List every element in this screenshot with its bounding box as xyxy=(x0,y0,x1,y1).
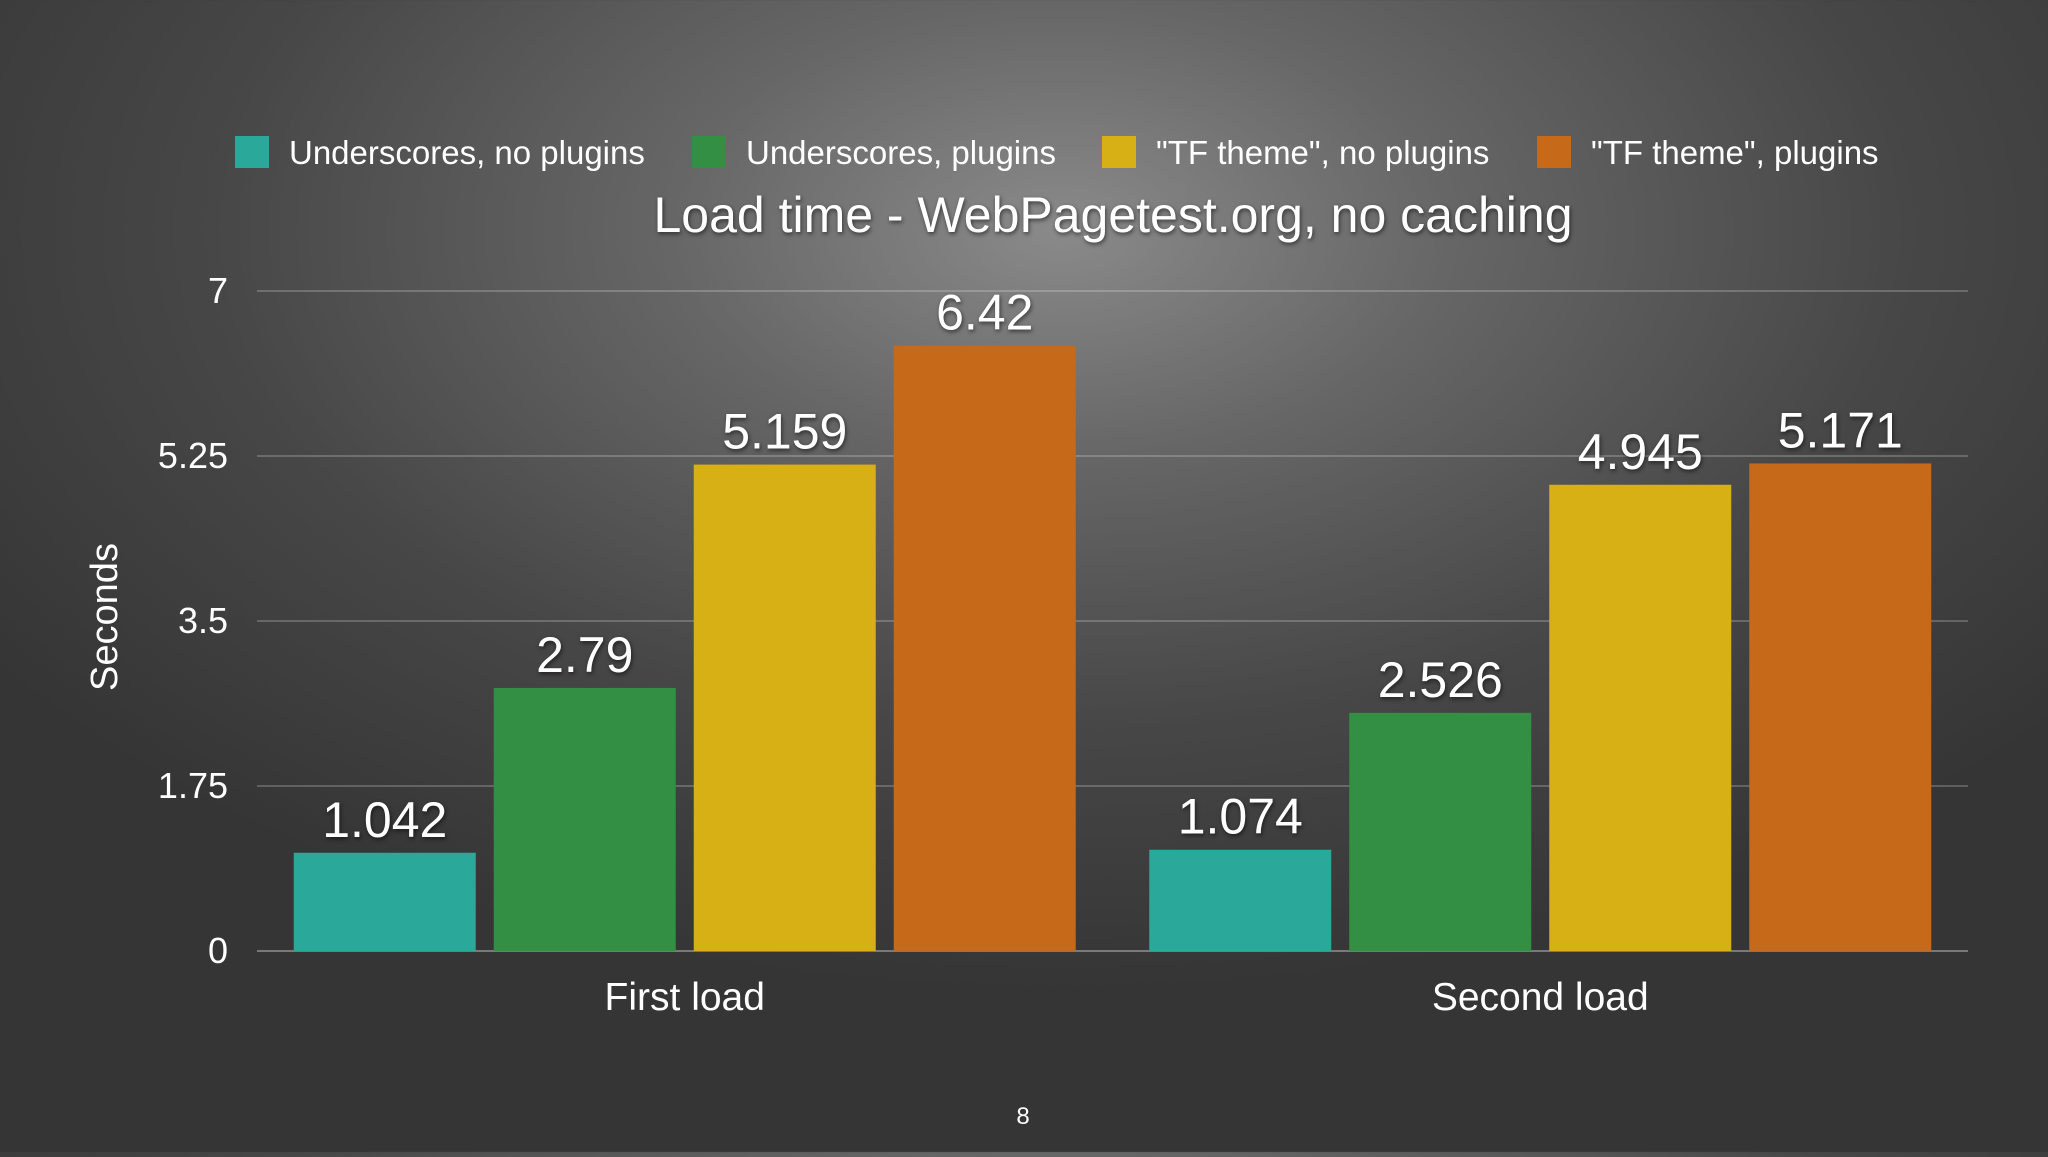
bar xyxy=(893,345,1076,952)
y-tick-label: 7 xyxy=(208,270,228,311)
data-label: 5.171 xyxy=(1778,402,1903,458)
bar xyxy=(1149,849,1332,951)
y-tick-label: 0 xyxy=(208,930,228,971)
data-label: 4.945 xyxy=(1578,424,1703,480)
x-category-label: First load xyxy=(605,976,765,1019)
y-tick-label: 1.75 xyxy=(158,765,228,806)
data-label: 1.074 xyxy=(1178,789,1303,845)
x-axis-categories: First load Second load xyxy=(605,976,1649,1019)
bar xyxy=(693,464,876,951)
y-tick-label: 5.25 xyxy=(158,435,228,476)
legend-entry: Underscores, plugins xyxy=(746,134,1056,171)
page-number: 8 xyxy=(1016,1103,1029,1130)
bar xyxy=(493,687,676,951)
legend-entry: "TF theme", plugins xyxy=(1591,134,1879,171)
legend-entry: Underscores, no plugins xyxy=(289,134,645,171)
bar xyxy=(1749,463,1932,951)
chart-title: Load time - WebPagetest.org, no caching xyxy=(653,187,1572,243)
bars xyxy=(293,345,1932,952)
legend: Underscores, no plugins Underscores, plug… xyxy=(235,134,1879,171)
y-axis-label: Seconds xyxy=(84,543,126,691)
data-label: 2.526 xyxy=(1378,652,1503,708)
data-labels: 1.042 2.79 5.159 6.42 1.074 2.526 4.945 5.171 xyxy=(322,285,1903,848)
legend-swatch xyxy=(235,136,269,168)
bar xyxy=(1549,484,1732,951)
legend-entry: "TF theme", no plugins xyxy=(1156,134,1489,171)
data-label: 6.42 xyxy=(936,285,1033,341)
y-axis-ticks: 0 1.75 3.5 5.25 7 xyxy=(158,270,228,971)
data-label: 1.042 xyxy=(322,792,447,848)
data-label: 5.159 xyxy=(722,404,847,460)
bar xyxy=(293,852,476,951)
legend-swatch xyxy=(1102,136,1136,168)
legend-swatch xyxy=(1537,136,1571,168)
x-category-label: Second load xyxy=(1432,976,1649,1019)
bar xyxy=(1349,712,1532,951)
data-label: 2.79 xyxy=(536,627,633,683)
legend-swatch xyxy=(692,136,726,168)
y-tick-label: 3.5 xyxy=(178,600,228,641)
